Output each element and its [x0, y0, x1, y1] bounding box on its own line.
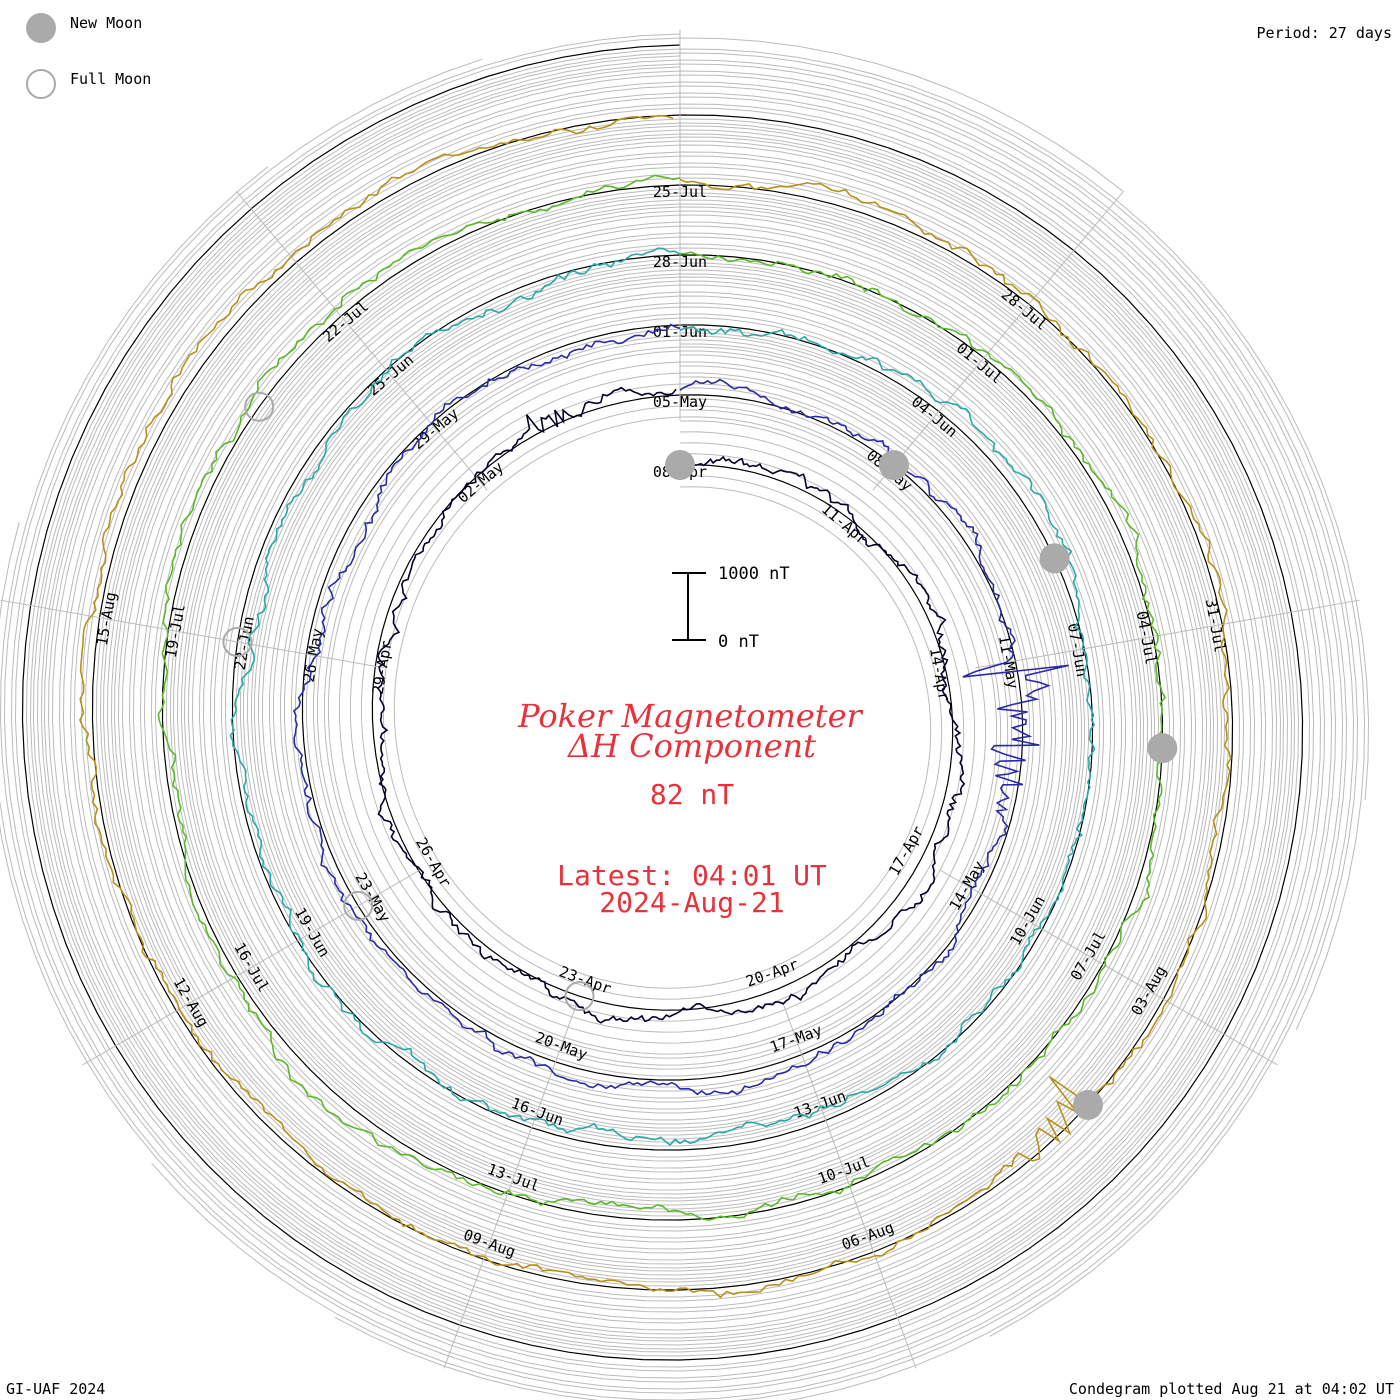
date-label: 13-Jul	[485, 1160, 542, 1195]
date-spokes	[0, 29, 1360, 1369]
date-label: 13-Jun	[791, 1087, 848, 1122]
spiral-grid	[0, 33, 1370, 1400]
credit-label: GI-UAF 2024	[6, 1380, 105, 1398]
full-moon-legend-icon	[26, 69, 56, 99]
scale-top-label: 1000 nT	[718, 564, 790, 584]
full-moon-marker	[564, 981, 595, 1012]
date-spoke	[236, 191, 488, 491]
date-spoke	[975, 599, 1360, 669]
scale-bar: 1000 nT 0 nT	[672, 564, 790, 652]
grid-spiral	[3, 58, 1322, 1379]
date-label: 26-May	[300, 627, 327, 683]
grid-spiral	[36, 59, 1359, 1346]
full-moon-marker	[222, 626, 253, 657]
date-label: 20-Apr	[744, 955, 801, 990]
date-spoke	[939, 869, 1278, 1066]
date-label: 17-May	[767, 1021, 824, 1056]
chart-title: Poker Magnetometer	[517, 697, 863, 735]
grid-spiral	[40, 63, 1355, 1400]
new-moon-marker	[1039, 543, 1070, 574]
date-spoke	[82, 869, 421, 1066]
date-label: 11-Apr	[818, 500, 871, 549]
latest-time: Latest: 04:01 UT	[557, 859, 827, 892]
scale-bottom-label: 0 nT	[718, 632, 759, 652]
date-label: 09-Aug	[461, 1226, 518, 1261]
full-moon-marker	[244, 391, 275, 422]
date-label: 16-Jun	[509, 1094, 566, 1129]
grid-spiral	[51, 74, 1344, 1400]
date-label: 17-Apr	[885, 823, 928, 879]
new-moon-legend-icon	[26, 13, 56, 43]
new-moon-marker	[1147, 733, 1178, 764]
period-label: Period: 27 days	[1257, 24, 1392, 42]
date-label: 10-Jul	[815, 1152, 872, 1187]
date-spoke	[0, 599, 385, 669]
grid-spiral	[29, 52, 1366, 1353]
trace-cycle	[376, 386, 966, 1024]
plotted-label: Condegram plotted Aug 21 at 04:02 UT	[1069, 1380, 1394, 1398]
chart-subtitle: ΔH Component	[566, 727, 816, 765]
current-value: 82 nT	[650, 778, 734, 811]
date-label: 20-May	[533, 1028, 590, 1063]
new-moon-marker	[1073, 1089, 1104, 1120]
date-label: 06-Aug	[839, 1218, 896, 1253]
data-traces	[79, 114, 1232, 1299]
trace-cycle	[292, 323, 1069, 1096]
new-moon-marker	[664, 450, 695, 480]
trace-cycle	[229, 247, 1096, 1146]
moon-markers	[222, 391, 1178, 1120]
full-moon-legend-label: Full Moon	[70, 70, 151, 88]
grid-spiral	[0, 85, 1333, 1390]
trace-cycle	[79, 114, 1232, 1299]
full-moon-marker	[343, 890, 374, 921]
date-label: 05-May	[653, 393, 707, 411]
date-label: 02-May	[454, 458, 507, 507]
date-label: 25-Jul	[653, 183, 707, 201]
date-spoke	[872, 191, 1124, 491]
new-moon-legend-label: New Moon	[70, 14, 142, 32]
date-label: 26-Apr	[412, 834, 455, 890]
latest-date: 2024-Aug-21	[599, 886, 784, 919]
new-moon-marker	[878, 450, 909, 481]
date-label: 29-Apr	[369, 639, 396, 695]
grid-spiral	[47, 70, 1348, 1400]
date-label: 14-Apr	[926, 646, 953, 702]
grid-spiral	[0, 81, 1337, 1394]
grid-spiral	[0, 92, 1326, 1383]
trace-cycle	[157, 174, 1167, 1221]
date-spoke	[782, 1001, 917, 1369]
date-spoke	[443, 1001, 578, 1369]
date-label: 28-Jun	[653, 253, 707, 271]
